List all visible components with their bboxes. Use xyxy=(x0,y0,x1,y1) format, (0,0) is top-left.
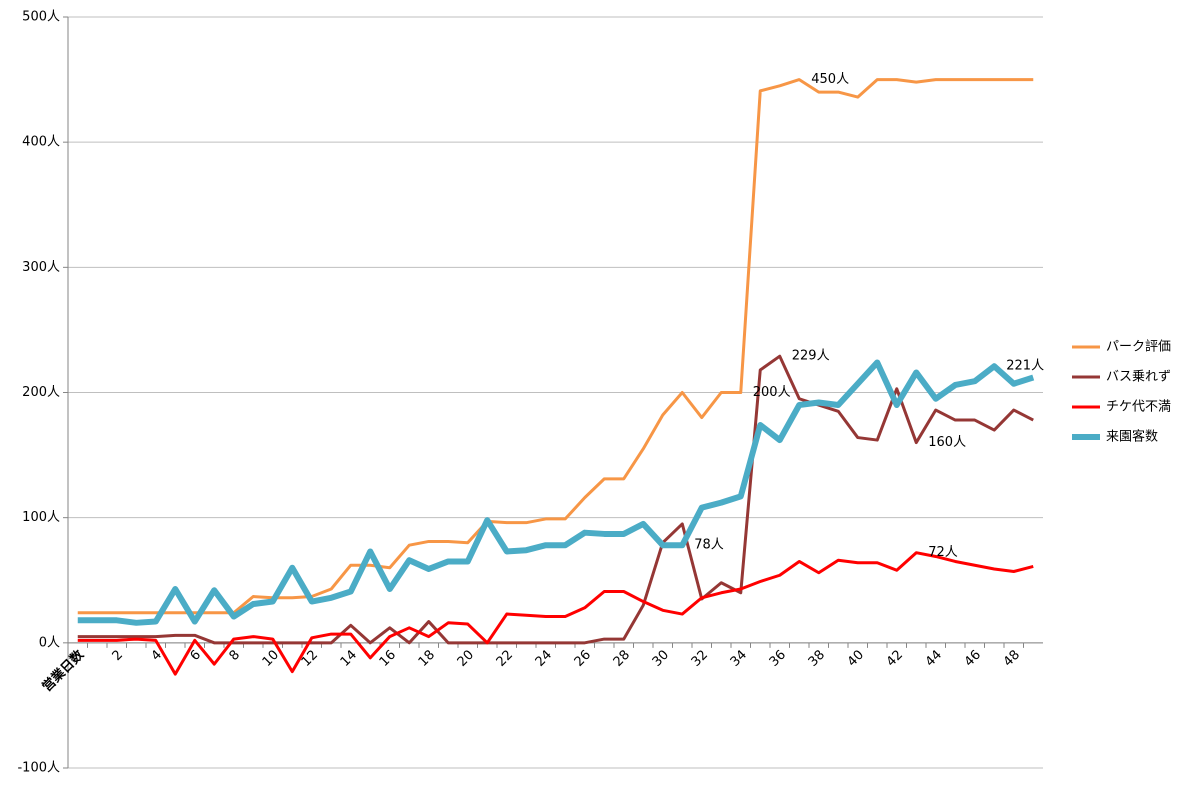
x-tick-label: 営業日数 xyxy=(39,646,88,695)
x-tick-label: 20 xyxy=(455,648,477,670)
x-tick-label: 44 xyxy=(923,648,945,670)
x-tick-label: 30 xyxy=(650,648,672,670)
data-label: 78人 xyxy=(694,538,724,553)
series-line xyxy=(77,78,1034,615)
y-tick-label: 500人 xyxy=(22,10,60,25)
y-tick-label: 200人 xyxy=(22,385,60,400)
legend-label: チケ代不満 xyxy=(1106,400,1171,415)
y-tick-label: 0人 xyxy=(39,635,60,650)
legend-label: バス乗れず xyxy=(1106,370,1171,385)
data-label: 200人 xyxy=(753,385,791,400)
x-tick-label: 8 xyxy=(227,648,243,664)
x-tick-label: 32 xyxy=(689,648,711,670)
series-line xyxy=(77,354,1034,645)
y-tick-label: 100人 xyxy=(22,510,60,525)
x-tick-label: 28 xyxy=(611,648,633,670)
x-tick-label: 48 xyxy=(1001,648,1023,670)
data-label: 160人 xyxy=(928,435,966,450)
x-tick-label: 36 xyxy=(767,648,789,670)
x-tick-label: 14 xyxy=(338,648,360,670)
y-tick-label: 300人 xyxy=(22,260,60,275)
series-line xyxy=(77,551,1034,676)
data-label: 450人 xyxy=(811,72,849,87)
y-tick-label: 400人 xyxy=(22,135,60,150)
x-tick-label: 26 xyxy=(572,648,594,670)
legend-label: 来園客数 xyxy=(1106,429,1158,445)
x-tick-label: 12 xyxy=(299,648,321,670)
x-tick-label: 18 xyxy=(416,648,438,670)
x-tick-label: 38 xyxy=(806,648,828,670)
x-tick-label: 40 xyxy=(845,648,867,670)
data-label: 221人 xyxy=(1006,359,1044,374)
x-tick-label: 16 xyxy=(377,648,399,670)
legend-label: パーク評価 xyxy=(1106,340,1171,355)
data-label: 72人 xyxy=(928,545,958,560)
x-tick-label: 46 xyxy=(962,648,984,670)
x-tick-label: 34 xyxy=(728,648,750,670)
x-tick-label: 22 xyxy=(494,648,516,670)
data-label: 229人 xyxy=(792,349,830,364)
series-line xyxy=(77,359,1035,626)
x-tick-label: 2 xyxy=(110,648,126,664)
y-tick-label: -100人 xyxy=(17,761,60,776)
x-tick-label: 42 xyxy=(884,648,906,670)
x-tick-label: 24 xyxy=(533,648,555,670)
